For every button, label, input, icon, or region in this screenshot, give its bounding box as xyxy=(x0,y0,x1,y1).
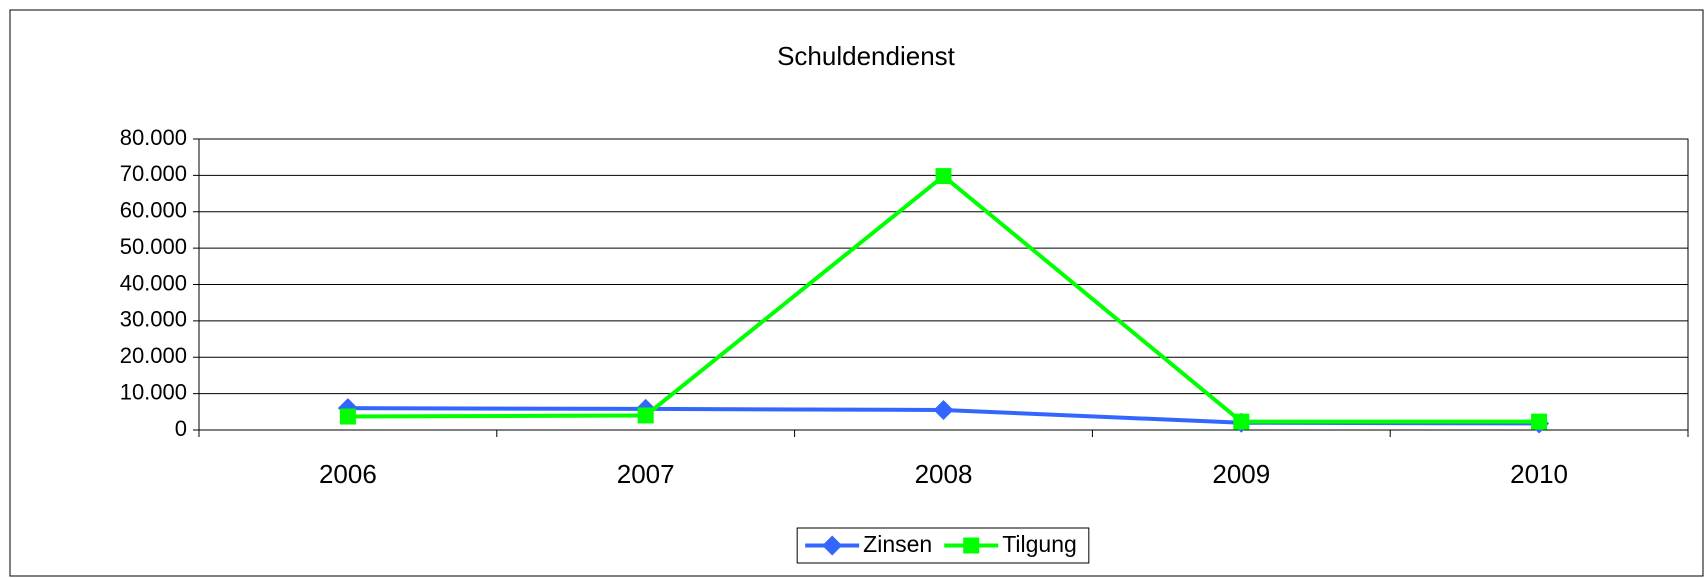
x-tick-label: 2007 xyxy=(617,459,675,489)
y-tick-label: 80.000 xyxy=(120,125,187,150)
chart-title: Schuldendienst xyxy=(777,41,956,71)
marker xyxy=(935,168,952,185)
y-tick-label: 20.000 xyxy=(120,343,187,368)
marker xyxy=(339,408,356,425)
legend-marker xyxy=(822,535,843,556)
legend-label: Tilgung xyxy=(1002,531,1077,557)
y-tick-label: 30.000 xyxy=(120,307,187,332)
x-tick-label: 2010 xyxy=(1510,459,1568,489)
y-tick-label: 0 xyxy=(175,416,187,441)
marker xyxy=(1233,413,1250,430)
y-tick-label: 60.000 xyxy=(120,198,187,223)
x-tick-label: 2009 xyxy=(1212,459,1270,489)
legend: Zinsen Tilgung xyxy=(796,527,1090,564)
y-tick-label: 50.000 xyxy=(120,234,187,259)
y-tick-label: 10.000 xyxy=(120,379,187,404)
marker xyxy=(637,407,654,424)
x-tick-label: 2006 xyxy=(319,459,377,489)
legend-label: Zinsen xyxy=(863,531,932,557)
x-tick-label: 2008 xyxy=(915,459,973,489)
legend-marker xyxy=(963,537,980,554)
y-tick-label: 40.000 xyxy=(120,270,187,295)
marker xyxy=(1531,413,1548,430)
y-tick-label: 70.000 xyxy=(120,161,187,186)
marker xyxy=(933,399,954,420)
